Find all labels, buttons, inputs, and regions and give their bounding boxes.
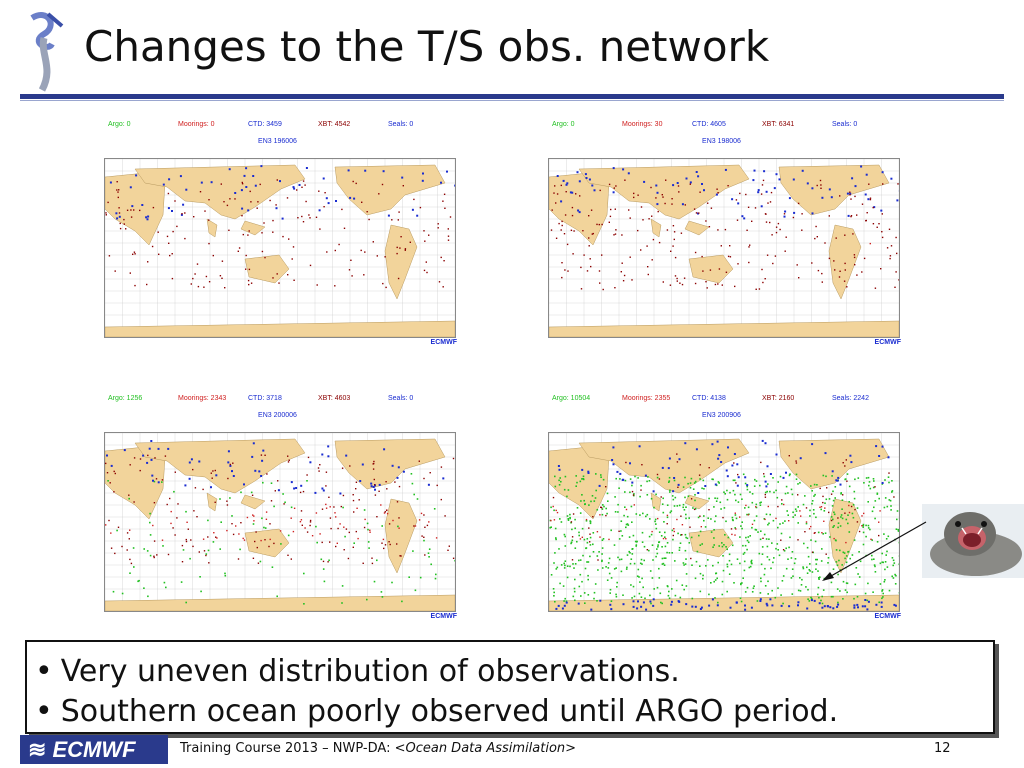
count-argo: Argo: 0 (108, 121, 131, 128)
count-xbt: XBT: 4542 (318, 121, 351, 128)
mooring-obs (869, 242, 871, 245)
world-map (104, 432, 456, 612)
argo-obs (107, 473, 455, 605)
xbt-obs (550, 179, 899, 291)
count-ctd: CTD: 3718 (248, 395, 282, 402)
land-mass (334, 164, 446, 216)
map-panel-1960: Argo: 0 Moorings: 0 CTD: 3459 XBT: 4542 Seal… (90, 118, 465, 358)
land-mass (240, 494, 266, 510)
panel-title: EN3 198006 (702, 138, 741, 145)
ctd-obs (556, 165, 899, 220)
count-xbt: XBT: 2160 (762, 395, 795, 402)
count-seals: Seals: 0 (388, 395, 414, 402)
xbt-obs (105, 454, 455, 565)
land-mass (206, 492, 218, 512)
land-mass (688, 254, 734, 284)
count-moorings: Moorings: 0 (178, 121, 215, 128)
bullet-dot: • (35, 694, 53, 729)
footer-course-topic: Ocean Data Assimilation (405, 741, 566, 756)
panel-title: EN3 200906 (702, 412, 741, 419)
land-mass (650, 492, 662, 512)
footer-course-label: Training Course 2013 – NWP-DA: < (180, 741, 406, 756)
land-mass (688, 528, 734, 558)
land-mass (578, 438, 750, 494)
panel-title: EN3 196006 (258, 138, 297, 145)
bullet-dot: • (35, 654, 53, 689)
map-panel-2000: Argo: 1256 Moorings: 2343 CTD: 3718 XBT: 46… (90, 392, 465, 632)
key-points-box: • Very uneven distribution of observation… (25, 640, 995, 734)
count-argo: Argo: 1256 (108, 395, 143, 402)
panel-ecmwf-logo: ECMWF (430, 339, 457, 346)
land-mass (684, 220, 710, 236)
land-mass (334, 438, 446, 490)
count-seals: Seals: 0 (832, 121, 858, 128)
land-mass (134, 438, 306, 494)
bullet-item: • Very uneven distribution of observation… (35, 652, 993, 692)
panel-ecmwf-logo: ECMWF (874, 339, 901, 346)
title-rule (20, 94, 1004, 99)
slide-title: Changes to the T/S obs. network (84, 22, 770, 71)
seal-obs (555, 598, 897, 611)
count-moorings: Moorings: 30 (622, 121, 663, 128)
panel-ecmwf-logo: ECMWF (874, 613, 901, 620)
obs-counts: Argo: 0 Moorings: 0 CTD: 3459 XBT: 4542 Seal… (90, 118, 465, 132)
count-argo: Argo: 0 (552, 121, 575, 128)
page-number: 12 (934, 741, 951, 756)
land-mass (578, 164, 750, 220)
bullet-text-distribution: Very uneven distribution of observations… (60, 654, 680, 689)
land-mass (778, 438, 890, 490)
land-mass (549, 320, 899, 337)
land-mass (828, 224, 862, 300)
obs-counts: Argo: 0 Moorings: 30 CTD: 4605 XBT: 6341 Sea… (534, 118, 909, 132)
count-moorings: Moorings: 2355 (622, 395, 671, 402)
pointer-arrow (822, 521, 927, 581)
land-mass (134, 164, 306, 220)
land-mass (244, 528, 290, 558)
count-ctd: CTD: 4138 (692, 395, 726, 402)
footer-course-end: > (565, 741, 577, 756)
land-mass (684, 494, 710, 510)
obs-counts: Argo: 10504 Moorings: 2355 CTD: 4138 XBT: 2… (534, 392, 909, 406)
mooring-obs (550, 503, 881, 544)
land-mass (206, 218, 218, 238)
count-moorings: Moorings: 2343 (178, 395, 227, 402)
xbt-obs (552, 453, 895, 561)
world-map (548, 158, 900, 338)
footer-logo-text: ECMWF (52, 737, 136, 762)
count-xbt: XBT: 6341 (762, 121, 795, 128)
count-ctd: CTD: 3459 (248, 121, 282, 128)
bullet-text-southern-ocean: Southern ocean poorly observed until ARG… (60, 694, 839, 729)
land-mass (650, 218, 662, 238)
map-panel-2009: Argo: 10504 Moorings: 2355 CTD: 4138 XBT: 2… (534, 392, 909, 632)
ecmwf-swirl-logo (30, 12, 64, 92)
title-rule-thin (20, 100, 1004, 101)
ctd-obs (109, 165, 455, 221)
ctd-obs (106, 440, 445, 495)
obs-counts: Argo: 1256 Moorings: 2343 CTD: 3718 XBT: 46… (90, 392, 465, 406)
count-ctd: CTD: 4605 (692, 121, 726, 128)
xbt-obs (105, 179, 452, 289)
footer-course: Training Course 2013 – NWP-DA: <Ocean Da… (180, 741, 576, 756)
count-seals: Seals: 0 (388, 121, 414, 128)
land-mass (384, 498, 418, 574)
count-xbt: XBT: 4603 (318, 395, 351, 402)
bullet-item: • Southern ocean poorly observed until AR… (35, 692, 993, 732)
land-mass (778, 164, 890, 216)
count-seals: Seals: 2242 (832, 395, 869, 402)
ctd-obs (557, 439, 890, 494)
footer-logo: ≋ ECMWF (28, 737, 136, 762)
land-mass (105, 320, 455, 337)
count-argo: Argo: 10504 (552, 395, 591, 402)
mooring-obs (105, 503, 438, 544)
world-map (548, 432, 900, 612)
panel-ecmwf-logo: ECMWF (430, 613, 457, 620)
world-map (104, 158, 456, 338)
map-panel-1980: Argo: 0 Moorings: 30 CTD: 4605 XBT: 6341 Sea… (534, 118, 909, 358)
footer-logo-bar (20, 735, 168, 764)
land-mass (244, 254, 290, 284)
elephant-seal-photo (922, 504, 1024, 578)
panel-title: EN3 200006 (258, 412, 297, 419)
land-mass (240, 220, 266, 236)
